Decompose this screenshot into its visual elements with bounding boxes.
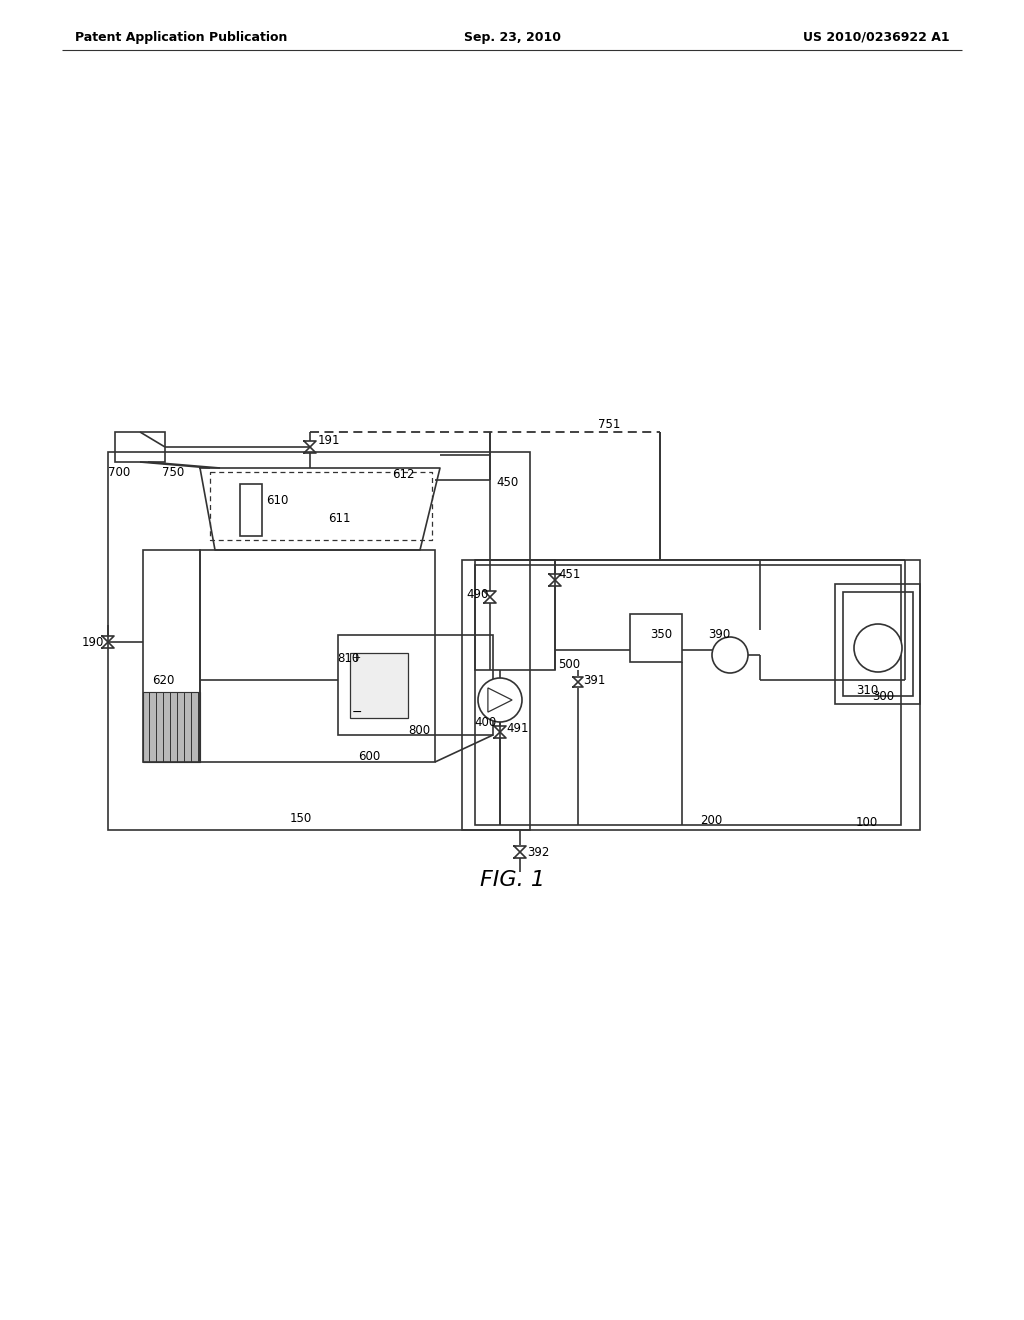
- Text: 400: 400: [474, 715, 497, 729]
- Bar: [475, 565, 901, 825]
- Text: 300: 300: [872, 689, 894, 702]
- Text: FIG. 1: FIG. 1: [479, 870, 545, 890]
- Text: 810: 810: [337, 652, 359, 664]
- Text: 391: 391: [583, 673, 605, 686]
- Text: 150: 150: [290, 812, 312, 825]
- Text: 491: 491: [506, 722, 528, 734]
- Text: 750: 750: [162, 466, 184, 479]
- Text: 310: 310: [856, 684, 879, 697]
- Text: 450: 450: [496, 475, 518, 488]
- Text: US 2010/0236922 A1: US 2010/0236922 A1: [804, 30, 950, 44]
- Text: 200: 200: [700, 813, 722, 826]
- Text: 392: 392: [527, 846, 549, 858]
- Circle shape: [854, 624, 902, 672]
- Text: 600: 600: [358, 750, 380, 763]
- Text: +: +: [352, 653, 361, 663]
- Bar: [200, 550, 435, 762]
- Bar: [143, 692, 200, 762]
- Text: 500: 500: [558, 657, 581, 671]
- Text: Patent Application Publication: Patent Application Publication: [75, 30, 288, 44]
- Circle shape: [712, 638, 748, 673]
- Text: 610: 610: [266, 494, 289, 507]
- Text: 350: 350: [650, 627, 672, 640]
- Bar: [240, 484, 262, 536]
- Text: 390: 390: [708, 628, 730, 642]
- Text: 451: 451: [558, 569, 581, 582]
- Text: Sep. 23, 2010: Sep. 23, 2010: [464, 30, 560, 44]
- Text: −: −: [352, 705, 362, 718]
- Bar: [338, 635, 493, 735]
- Bar: [843, 591, 913, 696]
- Bar: [350, 653, 408, 718]
- Bar: [630, 614, 682, 663]
- Bar: [115, 432, 165, 462]
- Bar: [475, 560, 555, 671]
- Bar: [108, 451, 530, 830]
- Text: 100: 100: [856, 816, 879, 829]
- Text: 612: 612: [392, 469, 415, 482]
- Text: 800: 800: [408, 723, 430, 737]
- Text: 490: 490: [466, 587, 488, 601]
- Text: 700: 700: [108, 466, 130, 479]
- Text: 190: 190: [82, 635, 104, 648]
- Bar: [143, 550, 200, 762]
- Text: 620: 620: [152, 673, 174, 686]
- Bar: [835, 583, 920, 704]
- Bar: [462, 560, 920, 830]
- Text: 191: 191: [318, 433, 341, 446]
- Circle shape: [478, 678, 522, 722]
- Text: 611: 611: [328, 511, 350, 524]
- Text: 751: 751: [598, 417, 621, 430]
